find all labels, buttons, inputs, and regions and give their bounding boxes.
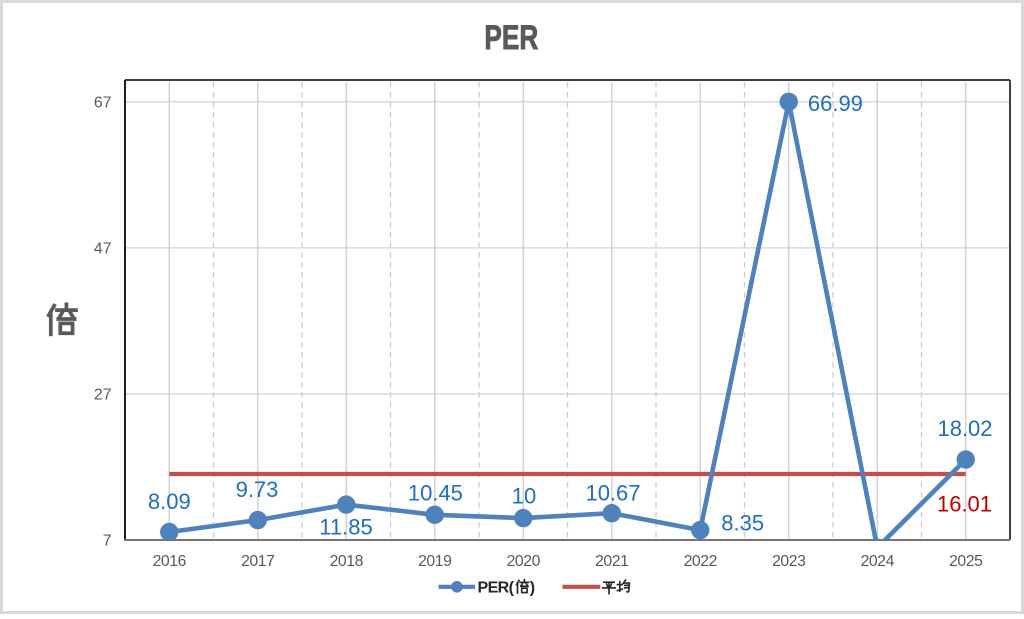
svg-text:2023: 2023	[772, 553, 806, 570]
svg-text:2021: 2021	[595, 553, 629, 570]
svg-text:27: 27	[94, 387, 112, 404]
svg-text:18.02: 18.02	[937, 416, 992, 441]
svg-text:7: 7	[103, 533, 112, 550]
svg-text:8.35: 8.35	[721, 511, 764, 536]
svg-text:PER(: PER(	[478, 580, 515, 597]
svg-text:47: 47	[94, 240, 112, 257]
svg-text:10.67: 10.67	[585, 481, 640, 506]
svg-text:2018: 2018	[330, 553, 364, 570]
svg-text:2022: 2022	[684, 553, 717, 570]
svg-text:9.73: 9.73	[236, 477, 279, 502]
svg-text:): )	[530, 580, 535, 597]
svg-text:2024: 2024	[861, 553, 895, 570]
svg-text:PER: PER	[484, 20, 538, 57]
svg-text:67: 67	[94, 94, 112, 111]
svg-text:66.99: 66.99	[808, 91, 863, 116]
svg-text:2025: 2025	[949, 553, 983, 570]
svg-text:2017: 2017	[241, 553, 274, 570]
svg-text:16.01: 16.01	[937, 491, 992, 516]
svg-text:2019: 2019	[418, 553, 452, 570]
svg-text:10.45: 10.45	[408, 481, 463, 506]
svg-text:10: 10	[512, 484, 536, 509]
svg-text:11.85: 11.85	[319, 514, 372, 539]
svg-text:2016: 2016	[153, 553, 187, 570]
svg-text:2020: 2020	[507, 553, 541, 570]
svg-text:8.09: 8.09	[148, 489, 191, 514]
